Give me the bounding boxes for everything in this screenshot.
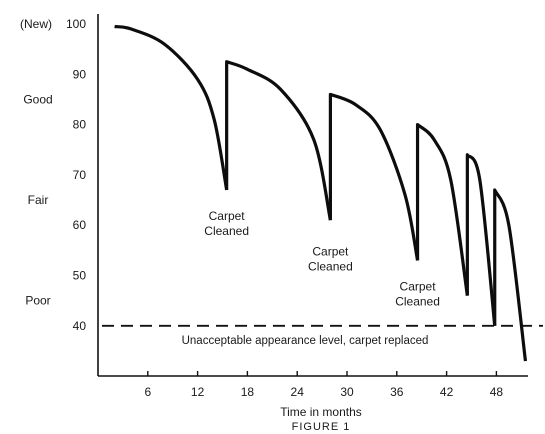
figure-caption: FIGURE 1 [292,421,351,433]
quality-label: Good [23,92,52,106]
y-tick-label: 40 [73,319,87,333]
y-tick-labels: 40 50 60 70 80 90 100 (New) [20,17,86,333]
x-tick-label: 6 [144,385,151,399]
annotation-carpet-cleaned: Carpet Cleaned [395,279,440,308]
curve-segment [225,60,332,221]
x-axis-title: Time in months [280,405,362,419]
y-tick-label: 100 [66,17,86,31]
curve-segment [328,92,420,261]
curve-segment [493,188,528,362]
annotation-carpet-cleaned: Carpet Cleaned [204,209,249,238]
y-tick-label: 80 [73,118,87,132]
annotation-line: Carpet [312,244,349,258]
x-tick-labels: 6 12 18 24 30 36 42 48 [144,385,503,399]
threshold-group: Unacceptable appearance level, carpet re… [102,324,543,347]
y-tick-label: 60 [73,218,87,232]
annotation-line: Cleaned [204,224,249,238]
quality-label: Poor [25,294,50,308]
y-tick-label: 90 [73,67,87,81]
x-tick-label: 24 [291,385,305,399]
annotation-line: Cleaned [395,294,440,308]
x-tick-label: 48 [490,385,504,399]
x-ticks [147,371,498,376]
x-tick-label: 30 [340,385,354,399]
appearance-curve [114,24,528,362]
x-tick-label: 12 [191,385,205,399]
quality-label: Fair [28,193,49,207]
y-tick-label: 70 [73,168,87,182]
x-tick-label: 36 [390,385,404,399]
curve-segment [415,123,469,296]
annotation-line: Cleaned [308,259,353,273]
y-top-prefix: (New) [20,17,52,31]
annotation-line: Carpet [209,209,246,223]
annotation-carpet-cleaned: Carpet Cleaned [308,244,353,273]
x-tick-label: 42 [440,385,454,399]
threshold-label: Unacceptable appearance level, carpet re… [182,335,429,347]
curve-segment [114,24,229,191]
quality-labels: Good Fair Poor [23,92,52,307]
curve-segment [465,153,497,326]
annotation-line: Carpet [400,279,437,293]
y-tick-label: 50 [73,269,87,283]
x-tick-label: 18 [241,385,255,399]
